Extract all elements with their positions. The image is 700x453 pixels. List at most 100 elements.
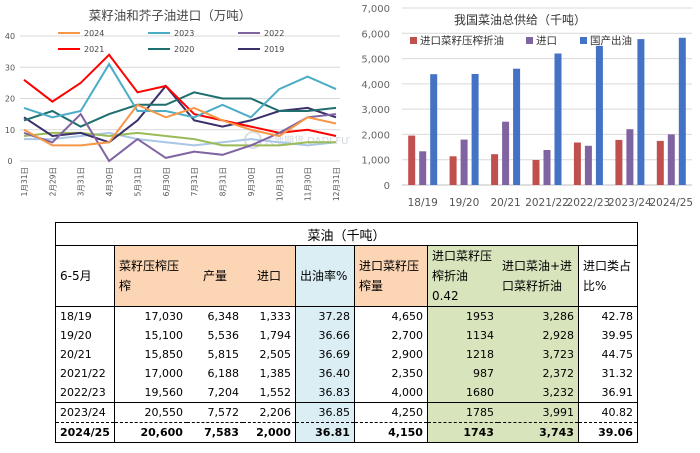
bar-chart-title: 我国菜油总供给（千吨） [454,13,586,27]
table-cell: 7,572 [186,402,243,423]
table-cell: 15,850 [113,345,187,364]
y-tick-label: 2,000 [361,130,390,141]
table-cell: 18/19 [55,306,115,326]
table-cell: 20,550 [113,402,187,423]
header-output: 产量 [186,245,243,307]
bar-进口 [419,151,427,185]
bar-国产出油 [637,39,645,185]
table-cell: 17,030 [113,306,187,326]
x-tick-label: 12月31日 [332,167,341,201]
header-crush: 菜籽压榨压榨 [113,245,187,307]
legend-label: 2023 [174,29,194,38]
import-line-chart: 菜籽油和芥子油进口（万吨） 大地期货 DADI FUTURES 20242023… [5,8,350,201]
table-cell: 36.81 [294,422,355,443]
table-cell: 5,536 [207,329,239,342]
table-cell: 2,928 [497,326,579,345]
bar-进口 [667,134,675,185]
table-cell: 1680 [426,383,498,403]
bar-国产出油 [430,74,438,185]
y-tick-label: 4,000 [361,80,390,91]
x-tick-label: 6月30日 [162,167,171,196]
table-cell: 42.78 [577,306,638,326]
header-import-share: 进口类占比% [577,245,638,307]
x-tick-label: 2024/25 [649,197,693,209]
table-cell: 3,232 [497,383,579,403]
bar-进口菜籽压榨折油 [491,154,499,185]
series-line-2022 [23,112,337,163]
bar-国产出油 [513,68,521,185]
y-tick-label: 1,000 [361,156,390,167]
bar-进口 [460,139,468,185]
table-cell: 44.75 [577,345,638,364]
bar-国产出油 [471,74,479,185]
table-cell: 19/20 [55,326,115,345]
x-tick-label: 1月31日 [20,167,29,196]
x-tick-label: 2022/23 [567,197,611,209]
y-tick-label: 6,000 [361,29,390,40]
table-cell: 4,650 [353,306,428,326]
table-cell: 3,286 [497,306,579,326]
table-cell: 2,900 [353,345,428,364]
table-cell: 2021/22 [55,364,115,383]
legend-swatch [580,37,587,44]
table-title: 菜油（千吨） [114,222,579,246]
legend-label: 2020 [174,45,194,54]
rapeseed-oil-table: 菜油（千吨） 6-5月 菜籽压榨压榨 产量 进口 出油率% 进口菜籽压榨量 进口… [55,222,638,443]
table-cell: 2024/25 [55,422,115,443]
x-tick-label: 19/20 [449,197,479,209]
bar-进口 [543,150,551,185]
bar-进口菜籽压榨折油 [656,140,664,185]
legend-label: 2021 [84,45,104,54]
y-tick-label: 0 [384,181,390,192]
table-row: 19/20 15,100 5,536 1,794 36.66 2,700 1134 2,928… [55,326,638,345]
supply-bar-chart: 我国菜油总供给（千吨） 进口菜籽压榨折油 进口 国产出油 0 1,000 2,000 3,… [361,4,693,209]
legend-label: 国产出油 [590,34,632,47]
table-cell: 4,150 [353,422,428,443]
bar-进口 [626,129,634,185]
bar-进口 [584,145,592,185]
table-cell: 2,372 [497,364,579,383]
table-row: 2024/25 20,600 7,583 2,000 36.81 4,150 1743 3,7… [55,422,638,443]
table-cell: 36.91 [577,383,638,403]
table-cell: 2022/23 [55,383,115,403]
table-cell: 4,000 [353,383,428,403]
header-import-oil-equiv: 进口菜籽压榨折油0.42 [426,245,498,307]
table-cell: 2,505 [259,348,291,361]
header-period: 6-5月 [55,245,115,307]
table-cell: 5,815 [207,348,239,361]
x-tick-label: 2月29日 [48,167,57,196]
table-cell: 1,552 [242,383,296,403]
bar-进口 [502,121,510,185]
bar-国产出油 [595,45,603,186]
table-cell: 36.66 [294,326,355,345]
table-cell: 36.83 [294,383,355,403]
header-import-crush: 进口菜籽压榨量 [353,245,428,307]
line-chart-title: 菜籽油和芥子油进口（万吨） [89,8,252,23]
x-tick-label: 8月31日 [219,167,228,196]
legend-label: 2024 [84,29,104,38]
x-tick-label: 18/19 [408,197,438,209]
legend-swatch [526,37,533,44]
legend-label: 2022 [264,29,284,38]
legend-label: 2019 [264,45,284,54]
series-line-2023 [23,62,337,119]
y-tick-label: 10 [5,126,15,135]
y-tick-label: 3,000 [361,105,390,116]
table-cell: 6,188 [207,367,239,380]
table-cell: 2,206 [242,402,296,423]
bar-进口菜籽压榨折油 [615,139,623,185]
table-cell: 1,333 [259,310,291,323]
table-cell: 36.85 [294,402,355,423]
y-tick-label: 5,000 [361,55,390,66]
table-row: 2022/23 19,560 7,204 1,552 36.83 4,000 1680 3,2… [55,383,638,403]
series-line-2024 [23,103,337,147]
table-cell: 19,560 [113,383,187,403]
table-cell: 40.82 [577,402,638,423]
table-cell: 6,348 [207,310,239,323]
x-tick-label: 3月31日 [77,167,86,196]
header-oil-rate: 出油率% [294,245,355,307]
y-tick-label: 0 [7,157,12,166]
x-tick-label: 2023/24 [608,197,652,209]
legend-swatch [410,37,417,44]
table-cell: 1134 [426,326,498,345]
